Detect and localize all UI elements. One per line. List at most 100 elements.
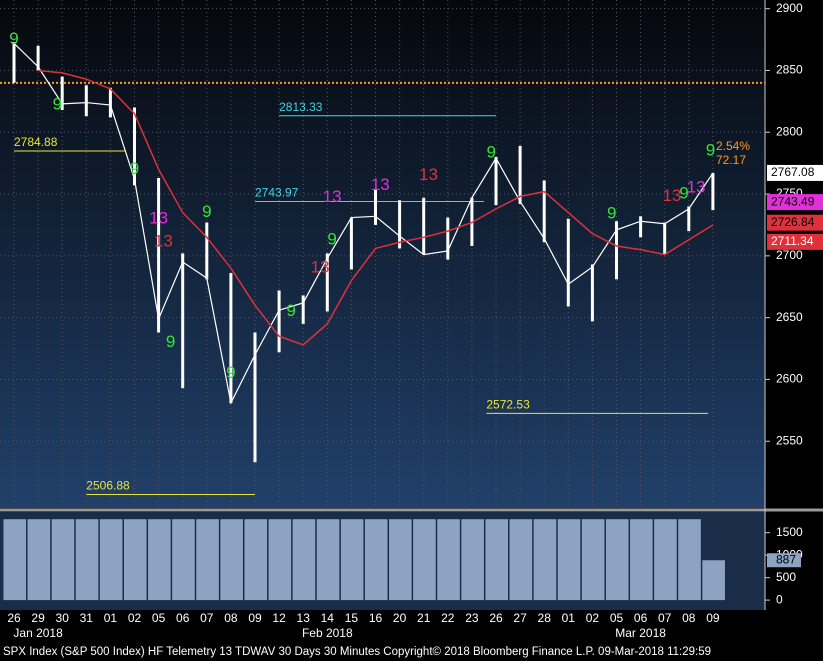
x-tick-label: 16 — [369, 611, 383, 625]
volume-bar — [509, 519, 533, 601]
x-tick-label: 05 — [610, 611, 624, 625]
volume-bar — [437, 519, 460, 601]
volume-bar — [316, 519, 340, 601]
x-tick-label: 06 — [634, 611, 648, 625]
td-count: 13 — [311, 258, 330, 277]
volume-bar — [51, 519, 75, 601]
volume-bar — [364, 519, 388, 601]
td-count: 13 — [662, 186, 681, 205]
x-tick-label: 21 — [417, 611, 431, 625]
price-tag-label: 2767.08 — [771, 165, 815, 179]
x-tick-label: 30 — [56, 611, 70, 625]
level-label: 2572.53 — [486, 398, 530, 412]
td-count: 13 — [323, 187, 342, 206]
price-tag-label: 2726.84 — [771, 215, 815, 229]
price-tag — [767, 164, 823, 181]
td-count: 9 — [9, 29, 18, 48]
level-label: 2506.88 — [86, 479, 130, 493]
volume-bar — [99, 519, 123, 601]
volume-tick-label: 0 — [776, 592, 783, 606]
x-tick-label: 13 — [297, 611, 311, 625]
y-tick-label: 2550 — [776, 433, 803, 447]
volume-tag-label: 887 — [776, 552, 796, 566]
td-count: 13 — [149, 208, 168, 227]
x-tick-label: 06 — [176, 611, 190, 625]
volume-bar — [461, 519, 484, 601]
price-tag-label: 2711.34 — [771, 234, 814, 248]
price-panel — [0, 0, 765, 508]
volume-bar — [148, 519, 171, 601]
td-count: 9 — [286, 301, 295, 320]
x-tick-label: 27 — [513, 611, 527, 625]
x-tick-label: 23 — [465, 611, 479, 625]
volume-bar — [630, 519, 653, 601]
td-count: 9 — [130, 159, 139, 178]
level-label: 2813.33 — [279, 100, 323, 114]
td-count: 9 — [679, 184, 688, 203]
x-tick-label: 01 — [104, 611, 118, 625]
volume-bar — [485, 519, 509, 601]
volume-bar — [581, 519, 605, 601]
volume-bar — [702, 560, 725, 601]
td-count: 9 — [166, 332, 175, 351]
price-tag — [767, 214, 823, 231]
volume-bar — [196, 519, 219, 601]
x-tick-label: 01 — [562, 611, 576, 625]
volume-bar — [27, 519, 51, 601]
level-label: 2784.88 — [14, 135, 58, 149]
volume-bar — [123, 519, 147, 601]
volume-bar — [605, 519, 629, 601]
price-tag-label: 2743.49 — [771, 194, 815, 208]
x-tick-label: 15 — [345, 611, 359, 625]
y-tick-label: 2900 — [776, 1, 803, 15]
td-count: 9 — [202, 202, 211, 221]
x-tick-label: 09 — [706, 611, 720, 625]
level-label: 2743.97 — [255, 186, 299, 200]
x-tick-label: 22 — [441, 611, 455, 625]
volume-bar — [172, 519, 195, 601]
change-points: 72.17 — [716, 153, 746, 167]
month-label: Feb 2018 — [302, 626, 353, 640]
td-count: 9 — [327, 229, 336, 248]
volume-bar — [654, 519, 677, 601]
td-count: 13 — [371, 175, 390, 194]
volume-tick-label: 500 — [776, 570, 796, 584]
td-count: 9 — [486, 143, 495, 162]
x-tick-label: 20 — [393, 611, 407, 625]
td-count: 13 — [687, 177, 706, 196]
x-tick-label: 29 — [31, 611, 45, 625]
x-tick-label: 28 — [538, 611, 552, 625]
ma-line — [38, 69, 714, 346]
change-pct: 2.54% — [716, 139, 750, 153]
x-tick-label: 05 — [152, 611, 166, 625]
x-tick-label: 08 — [224, 611, 238, 625]
x-tick-label: 02 — [586, 611, 600, 625]
td-count: 9 — [226, 363, 235, 382]
x-tick-label: 31 — [80, 611, 94, 625]
volume-bar — [75, 519, 99, 601]
volume-tag — [767, 553, 801, 568]
volume-bar — [244, 519, 268, 601]
volume-bar — [533, 519, 557, 601]
volume-bar — [389, 519, 412, 601]
month-label: Jan 2018 — [13, 626, 63, 640]
month-label: Mar 2018 — [615, 626, 666, 640]
td-count: 13 — [154, 232, 173, 251]
volume-bar — [678, 519, 701, 601]
price-tag — [767, 233, 823, 250]
volume-bar — [557, 519, 581, 601]
x-tick-label: 07 — [658, 611, 672, 625]
volume-bar — [3, 519, 27, 601]
x-tick-label: 08 — [682, 611, 696, 625]
y-tick-label: 2800 — [776, 124, 803, 138]
y-tick-label: 2700 — [776, 248, 803, 262]
x-tick-label: 26 — [489, 611, 503, 625]
td-count: 9 — [53, 95, 62, 114]
y-tick-label: 2850 — [776, 63, 803, 77]
td-count: 9 — [607, 203, 616, 222]
volume-tick-label: 1500 — [776, 525, 803, 539]
footer: SPX Index (S&P 500 Index) HF Telemetry 1… — [3, 646, 711, 658]
td-count: 13 — [419, 165, 438, 184]
